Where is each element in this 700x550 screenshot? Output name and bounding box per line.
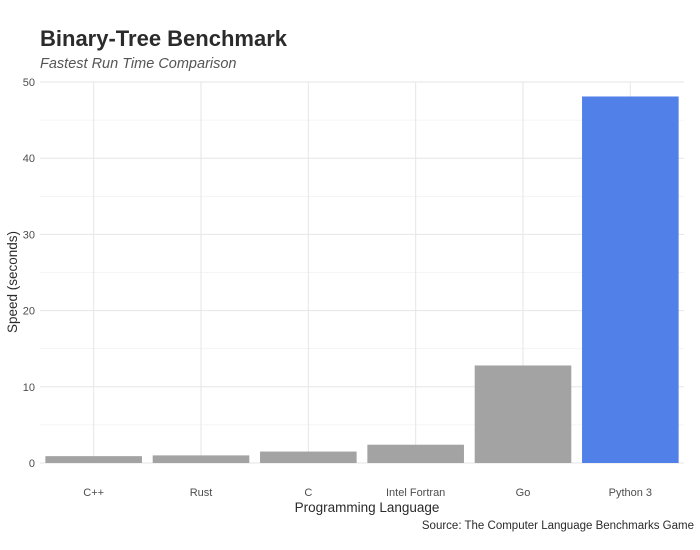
x-tick-label: Intel Fortran — [386, 487, 445, 499]
bar-c — [260, 451, 357, 463]
bar-go — [474, 365, 572, 463]
y-axis-title: Speed (seconds) — [5, 231, 20, 333]
x-tick-label: C — [304, 487, 312, 499]
bar-intel-fortran — [367, 444, 464, 463]
chart-subtitle: Fastest Run Time Comparison — [40, 56, 237, 72]
source-caption: Source: The Computer Language Benchmarks… — [422, 520, 694, 532]
x-tick-label: Go — [516, 487, 531, 499]
x-tick-labels: C++ Rust C Intel Fortran Go Python 3 — [83, 487, 652, 499]
x-axis-title: Programming Language — [295, 500, 440, 515]
y-tick-label: 0 — [29, 458, 35, 470]
y-tick-labels: 0 10 20 30 40 50 — [23, 77, 35, 470]
y-tick-label: 20 — [23, 306, 35, 318]
minor-gridlines — [40, 119, 684, 426]
major-gridlines — [40, 81, 684, 464]
bar-c- — [45, 456, 142, 463]
bars — [45, 96, 679, 463]
x-tick-label: C++ — [83, 487, 104, 499]
y-tick-label: 30 — [23, 229, 35, 241]
y-tick-label: 50 — [23, 77, 35, 89]
x-tick-label: Python 3 — [609, 487, 652, 499]
y-tick-label: 40 — [23, 153, 35, 165]
bar-python-3 — [582, 96, 679, 463]
bar-rust — [152, 455, 250, 463]
x-tick-label: Rust — [190, 487, 213, 499]
y-tick-label: 10 — [23, 382, 35, 394]
chart-title: Binary-Tree Benchmark — [40, 26, 287, 51]
